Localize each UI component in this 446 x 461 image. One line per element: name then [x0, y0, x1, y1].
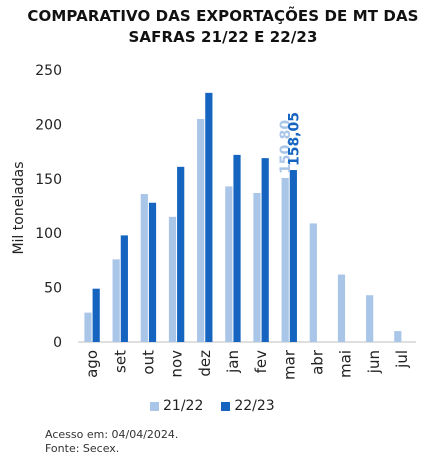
- y-tick-label: 100: [35, 226, 62, 242]
- data-label-series-1: 150,80: [278, 120, 294, 174]
- bar-series-2-jan: [233, 154, 241, 342]
- x-tick-label-jan: jan: [224, 350, 242, 374]
- chart-title: COMPARATIVO DAS EXPORTAÇÕES DE MT DAS SA…: [0, 6, 446, 48]
- legend-label-series-1: 21/22: [163, 398, 204, 414]
- access-date: Acesso em: 04/04/2024.: [45, 428, 179, 441]
- bar-series-1-nov: [168, 216, 177, 342]
- bar-series-2-nov: [177, 166, 185, 342]
- chart-legend: 21/22 22/23: [150, 398, 287, 414]
- x-tick-label-mai: mai: [337, 350, 355, 378]
- bar-series-1-jul: [394, 331, 402, 342]
- legend-swatch-series-2: [221, 401, 231, 411]
- bar-series-1-jan: [225, 186, 233, 342]
- bar-series-1-mar: [281, 177, 289, 342]
- bar-series-1-jun: [366, 295, 374, 342]
- x-tick-label-jun: jun: [365, 350, 383, 374]
- bar-series-1-mai: [337, 274, 346, 342]
- y-tick-label: 200: [35, 117, 62, 133]
- bar-series-1-fev: [253, 192, 261, 342]
- bar-series-1-out: [140, 194, 148, 342]
- x-tick-label-dez: dez: [196, 350, 214, 377]
- y-axis-label: Mil toneladas: [11, 161, 27, 254]
- chart-title-line1: COMPARATIVO DAS EXPORTAÇÕES DE MT DAS: [27, 7, 419, 25]
- chart-footer: Acesso em: 04/04/2024. Fonte: Secex.: [45, 428, 178, 456]
- bar-series-2-out: [148, 202, 157, 342]
- x-tick-label-ago: ago: [83, 350, 101, 378]
- bar-series-1-dez: [197, 118, 205, 343]
- bar-series-1-abr: [309, 223, 317, 342]
- legend-swatch-series-1: [150, 401, 159, 411]
- legend-label-series-2: 22/23: [234, 398, 275, 414]
- x-tick-label-abr: abr: [308, 349, 326, 375]
- y-tick-label: 250: [35, 63, 62, 79]
- bar-series-2-dez: [205, 92, 213, 343]
- source-note: Fonte: Secex.: [45, 442, 120, 455]
- bar-series-1-ago: [84, 312, 92, 342]
- y-tick-label: 50: [44, 281, 62, 297]
- data-label-series-2: 158,05: [286, 112, 302, 166]
- x-tick-label-fev: fev: [252, 350, 270, 374]
- bar-series-2-mar: [289, 170, 297, 342]
- x-tick-label-jul: jul: [393, 350, 411, 369]
- chart-title-line2: SAFRAS 21/22 E 22/23: [128, 28, 318, 46]
- legend-item-series-1: 21/22: [150, 398, 203, 414]
- x-tick-label-mar: mar: [280, 349, 298, 380]
- y-tick-label: 0: [53, 335, 62, 351]
- y-tick-label: 150: [35, 172, 62, 188]
- x-tick-label-out: out: [139, 350, 157, 375]
- legend-item-series-2: 22/23: [221, 398, 275, 414]
- bar-series-2-ago: [92, 288, 100, 342]
- bar-series-1-set: [112, 259, 120, 342]
- bar-series-2-fev: [261, 158, 269, 342]
- x-tick-label-set: set: [111, 350, 129, 373]
- bar-chart: Mil toneladas 0 50 100 150 200 250 ago set out nov…: [11, 63, 416, 380]
- x-tick-label-nov: nov: [168, 350, 186, 378]
- bar-series-2-set: [120, 235, 128, 342]
